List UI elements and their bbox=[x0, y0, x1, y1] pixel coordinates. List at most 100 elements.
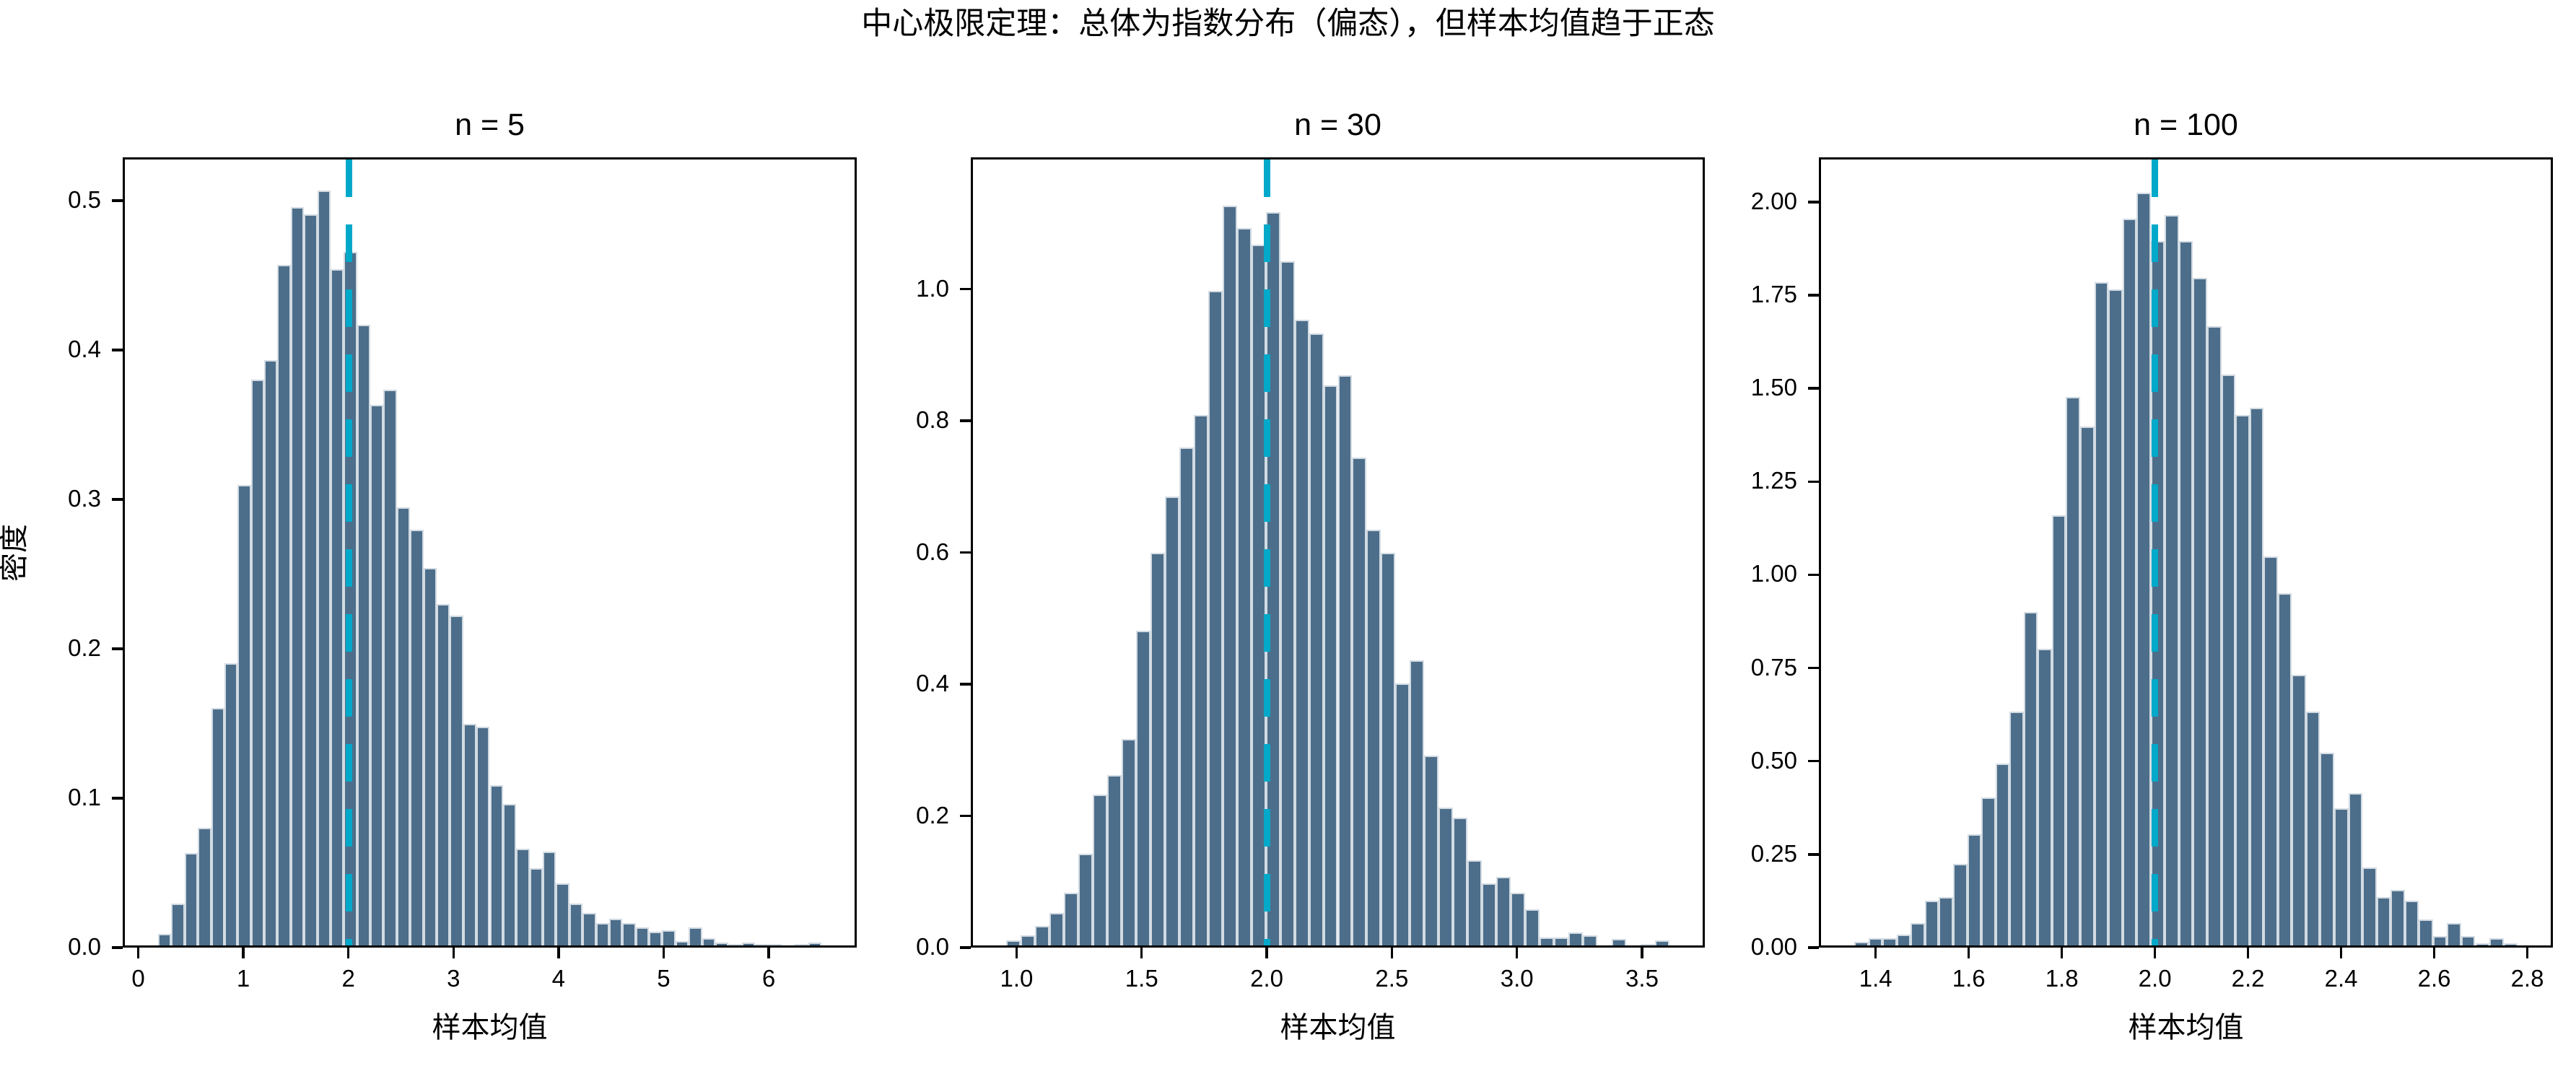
histogram-bar bbox=[608, 918, 623, 945]
histogram-bar bbox=[1381, 552, 1396, 945]
mean-vline bbox=[346, 159, 353, 945]
histogram-bar bbox=[1482, 883, 1497, 945]
histogram-bar bbox=[1540, 937, 1555, 945]
histogram-bar bbox=[224, 663, 238, 945]
x-tick-label: 2.4 bbox=[2324, 965, 2358, 992]
histogram-bar bbox=[2009, 712, 2024, 945]
histogram-bar bbox=[1467, 860, 1483, 945]
histogram-bar bbox=[1150, 552, 1165, 945]
subplot-title: n = 30 bbox=[1294, 108, 1381, 142]
histogram-bar bbox=[1939, 897, 1954, 945]
mean-vline bbox=[1264, 159, 1271, 945]
x-tick bbox=[767, 948, 770, 958]
histogram-bar bbox=[1078, 853, 1093, 945]
histogram-bar bbox=[502, 804, 517, 945]
y-tick-label: 0.50 bbox=[1750, 746, 1797, 774]
histogram-bar bbox=[2165, 215, 2179, 945]
x-tick-label: 2.0 bbox=[1250, 965, 1283, 992]
y-tick bbox=[960, 946, 971, 949]
x-tick-label: 2.5 bbox=[1375, 965, 1409, 992]
y-tick-label: 0.8 bbox=[916, 406, 949, 433]
y-tick bbox=[1808, 294, 1819, 297]
histogram-bar bbox=[2348, 793, 2363, 945]
y-tick bbox=[112, 199, 123, 202]
y-tick-label: 0.4 bbox=[916, 670, 949, 696]
histogram-bar bbox=[1034, 925, 1049, 945]
y-tick bbox=[112, 498, 123, 501]
histogram-bar bbox=[675, 940, 689, 945]
histogram-bar bbox=[237, 484, 251, 945]
histogram-bar bbox=[2404, 901, 2419, 945]
y-tick-label: 0.1 bbox=[68, 784, 101, 810]
histogram-bar bbox=[2249, 408, 2264, 945]
x-tick bbox=[1874, 948, 1877, 958]
histogram-bar bbox=[1337, 375, 1353, 945]
histogram-bar bbox=[423, 568, 437, 945]
histogram-bar bbox=[330, 269, 344, 945]
histogram-bar bbox=[2461, 936, 2476, 945]
histogram-bar bbox=[2235, 415, 2250, 945]
histogram-bar bbox=[1868, 937, 1883, 945]
y-tick-label: 0.00 bbox=[1750, 933, 1797, 960]
histogram-bar bbox=[2320, 752, 2334, 945]
subplot-title: n = 5 bbox=[455, 108, 525, 142]
figure-title: 中心极限定理：总体为指数分布（偏态），但样本均值趋于正态 bbox=[861, 6, 1715, 41]
y-tick-label: 1.25 bbox=[1750, 467, 1797, 494]
x-tick bbox=[1265, 948, 1268, 958]
histogram-bar bbox=[410, 529, 424, 945]
x-tick-label: 2.2 bbox=[2231, 965, 2265, 992]
x-tick bbox=[346, 948, 350, 958]
y-tick-label: 0.0 bbox=[68, 933, 101, 960]
axes-frame bbox=[1819, 157, 2553, 948]
x-tick bbox=[1015, 948, 1018, 958]
y-tick-label: 0.75 bbox=[1750, 653, 1797, 681]
histogram-bar bbox=[1121, 739, 1136, 945]
histogram-bar bbox=[2193, 278, 2207, 945]
histogram-bar bbox=[1967, 834, 1982, 945]
y-tick bbox=[1808, 666, 1819, 670]
histogram-bar bbox=[1953, 864, 1968, 945]
histogram-bar bbox=[317, 191, 331, 945]
histogram-bar bbox=[2263, 556, 2278, 945]
histogram-bar bbox=[1511, 893, 1526, 945]
histogram-bar bbox=[1882, 937, 1897, 945]
x-tick-label: 1.8 bbox=[2045, 965, 2079, 992]
histogram-bar bbox=[2503, 943, 2518, 945]
histogram-bar bbox=[1208, 290, 1223, 945]
histogram-bar bbox=[450, 616, 463, 945]
histogram-bar bbox=[1106, 775, 1122, 945]
y-tick bbox=[112, 946, 123, 949]
x-tick bbox=[2060, 948, 2064, 958]
histogram-bar bbox=[304, 214, 318, 945]
histogram-bar bbox=[357, 324, 371, 945]
x-tick-label: 3.5 bbox=[1625, 965, 1659, 992]
y-axis-label: 密度 bbox=[0, 523, 30, 582]
y-tick-label: 0.25 bbox=[1750, 839, 1797, 867]
y-tick-label: 0.6 bbox=[916, 538, 949, 565]
histogram-bar bbox=[715, 942, 729, 945]
histogram-bar bbox=[622, 923, 636, 945]
histogram-bar bbox=[1193, 414, 1208, 945]
histogram-bar bbox=[2447, 923, 2461, 945]
histogram-bar bbox=[595, 923, 609, 945]
y-tick bbox=[1808, 946, 1819, 949]
x-tick bbox=[1390, 948, 1394, 958]
histogram-bar bbox=[556, 883, 569, 945]
histogram-bar bbox=[1496, 876, 1511, 945]
histogram-bar bbox=[1179, 447, 1194, 945]
histogram-bar bbox=[1049, 912, 1064, 945]
x-tick-label: 1.0 bbox=[1000, 965, 1034, 992]
histogram-bar bbox=[1366, 529, 1381, 945]
histogram-bar bbox=[543, 852, 556, 945]
histogram-bar bbox=[1995, 764, 2010, 945]
y-tick bbox=[112, 797, 123, 800]
histogram-bar bbox=[198, 828, 211, 945]
histogram-bar bbox=[2489, 937, 2504, 945]
histogram-bar bbox=[1352, 457, 1367, 945]
y-tick bbox=[1808, 853, 1819, 856]
histogram-bar bbox=[1294, 320, 1309, 945]
x-tick bbox=[2525, 948, 2529, 958]
histogram-bar bbox=[2376, 897, 2391, 945]
histogram-bar bbox=[755, 943, 769, 945]
